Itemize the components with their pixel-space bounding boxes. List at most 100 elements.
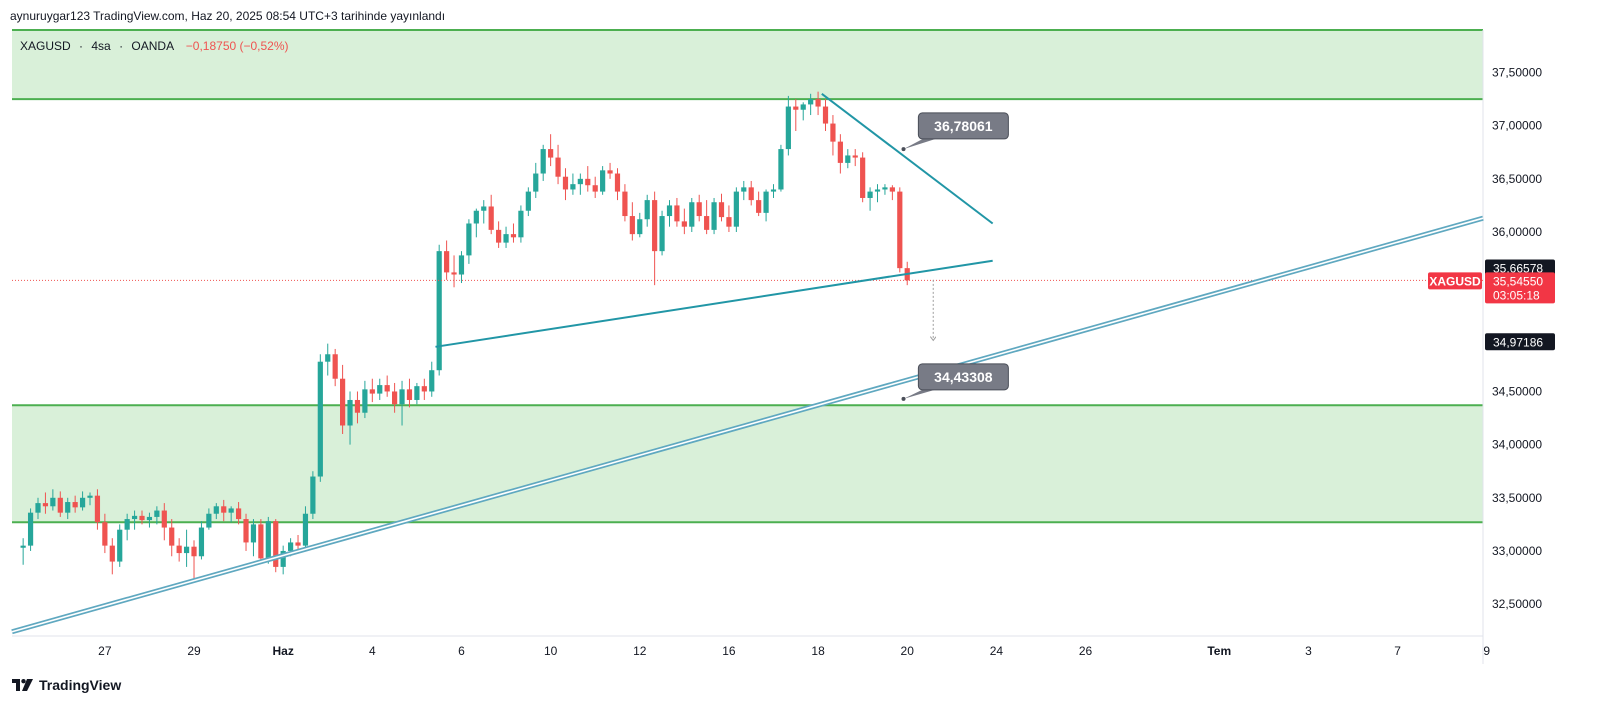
upper-trend-line[interactable] [821, 92, 994, 225]
candles-layer [20, 91, 910, 583]
candle-body [822, 106, 829, 124]
candle-body [221, 506, 227, 513]
candle-body [347, 399, 353, 426]
candle-body [852, 155, 858, 158]
candle-body [614, 173, 621, 192]
legend-source: OANDA [131, 39, 174, 53]
candle-body [146, 516, 153, 521]
candle-body [139, 515, 145, 521]
time-tick-label: 3 [1305, 644, 1312, 658]
candle-body [65, 502, 71, 513]
candle-body [228, 508, 234, 513]
candle-body [756, 200, 762, 213]
candle-body [748, 187, 754, 201]
candle-body [525, 191, 531, 211]
candle-body [72, 502, 78, 508]
legend[interactable]: XAGUSD · 4sa · OANDA −0,18750 (−0,52%) [20, 39, 289, 53]
candle-body [674, 205, 680, 222]
callout-pointer [903, 134, 949, 150]
price-tick-label: 32,50000 [1492, 597, 1542, 611]
candle-body [845, 155, 851, 163]
time-tick-label: 7 [1394, 644, 1401, 658]
time-tick-label: Haz [272, 644, 293, 658]
candle-body [704, 216, 710, 230]
candle-body [42, 503, 49, 507]
time-tick-label: 29 [187, 644, 201, 658]
candle-body [362, 389, 368, 413]
time-tick-label: 26 [1079, 644, 1093, 658]
legend-interval: 4sa [91, 39, 111, 53]
candle-body [258, 524, 264, 559]
candle-body [562, 176, 569, 190]
candle-body [585, 178, 591, 186]
time-tick-label: 16 [722, 644, 736, 658]
symbol-tag-bg [1428, 272, 1482, 290]
drawings-layer[interactable]: 36,78061 34,43308 [11, 92, 1484, 635]
candle-body [169, 527, 175, 546]
time-tick-label: 12 [633, 644, 647, 658]
candle-body [607, 170, 613, 174]
price-tick-label: 37,00000 [1492, 119, 1542, 133]
footer-brand[interactable]: TradingView [12, 677, 121, 693]
legend-dot: · [119, 39, 123, 53]
candle-body [340, 378, 346, 426]
candle-body [436, 251, 442, 371]
symbol-tag[interactable]: XAGUSD [1428, 272, 1482, 290]
price-tick-label: 36,50000 [1492, 172, 1542, 186]
candle-body [815, 99, 821, 107]
candle-body [533, 173, 539, 192]
candle-body [235, 508, 242, 520]
candle-body [161, 510, 167, 528]
price-axis-tag[interactable]: 34,97186 [1485, 333, 1555, 351]
candle-body [310, 476, 316, 514]
candle-body [666, 205, 673, 217]
legend-symbol: XAGUSD [20, 39, 71, 53]
callout-anchor-dot [901, 396, 906, 401]
time-tick-label: 9 [1483, 644, 1490, 658]
symbol-tag-label: XAGUSD [1429, 274, 1481, 288]
candle-body [659, 216, 665, 252]
candle-body [250, 524, 257, 543]
time-tick-label: Tem [1207, 644, 1231, 658]
candle-body [555, 157, 561, 177]
candle-body [27, 512, 34, 546]
candle-body [421, 386, 427, 392]
callout-box [917, 112, 1009, 140]
time-tick-label: 24 [990, 644, 1004, 658]
candle-body [198, 527, 205, 557]
price-axis-tag-bg [1485, 259, 1555, 277]
price-callout[interactable]: 34,43308 [901, 363, 1009, 401]
neckline-line[interactable] [435, 259, 993, 348]
candle-body [496, 229, 502, 243]
candle-body [295, 542, 301, 546]
candle-body [451, 272, 457, 275]
candle-body [837, 141, 843, 163]
candle-body [406, 389, 413, 400]
candle-body [741, 187, 747, 192]
legend-change: −0,18750 (−0,52%) [186, 39, 289, 53]
candle-body [874, 189, 881, 192]
price-tick-label: 33,00000 [1492, 544, 1542, 558]
candle-body [548, 149, 554, 158]
candle-body [317, 361, 323, 477]
price-tick-label: 36,00000 [1492, 225, 1542, 239]
candle-body [94, 495, 101, 523]
callout-box [917, 363, 1009, 391]
candle-body [711, 202, 717, 230]
candle-body [726, 217, 732, 227]
candle-body [50, 497, 56, 507]
candle-body [332, 354, 338, 379]
zones-layer [12, 29, 1483, 524]
candle-body [131, 515, 138, 520]
price-callout[interactable]: 36,78061 [901, 112, 1009, 152]
candle-body [377, 385, 383, 394]
publication-info: aynuruygar123 TradingView.com, Haz 20, 2… [10, 9, 446, 23]
candle-body [830, 123, 836, 142]
legend-dot: · [79, 39, 83, 53]
price-tick-label: 33,50000 [1492, 491, 1542, 505]
candle-body [325, 354, 331, 362]
price-axis-tag[interactable]: 35,66578 [1485, 259, 1555, 277]
candle-body [109, 545, 115, 562]
